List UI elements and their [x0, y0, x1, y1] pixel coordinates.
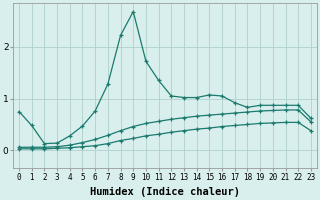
X-axis label: Humidex (Indice chaleur): Humidex (Indice chaleur): [90, 187, 240, 197]
